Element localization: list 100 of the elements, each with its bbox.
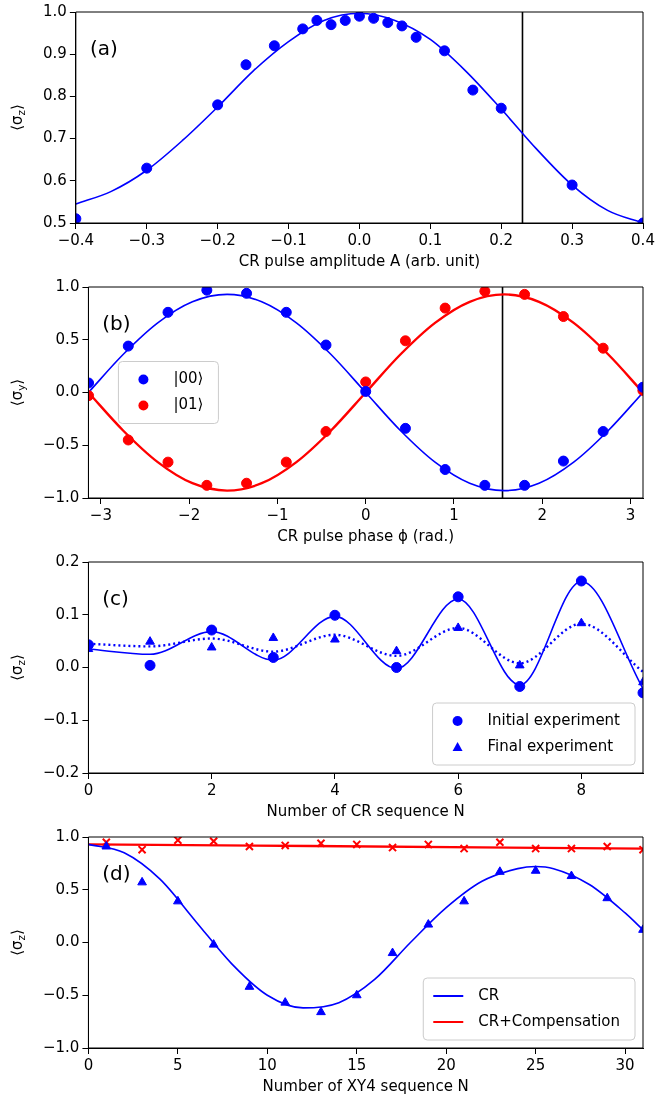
y-tick-label: 0.8 xyxy=(43,86,67,105)
point xyxy=(325,19,337,31)
point xyxy=(268,40,280,52)
legend-label: Final experiment xyxy=(487,736,614,755)
point xyxy=(399,335,411,347)
y-tick-label: 0.9 xyxy=(43,44,67,63)
point xyxy=(514,680,526,692)
point xyxy=(173,895,183,905)
point xyxy=(122,434,134,446)
annotation: (b) xyxy=(102,311,131,336)
point xyxy=(360,376,372,388)
point xyxy=(144,659,156,671)
point xyxy=(531,844,541,854)
legend-label: |00⟩ xyxy=(173,369,204,388)
point xyxy=(201,479,213,491)
point xyxy=(388,843,398,853)
x-tick-label: −2 xyxy=(178,505,201,524)
point xyxy=(145,636,155,645)
point xyxy=(439,45,450,57)
y-axis-title: ⟨σz⟩ xyxy=(7,654,28,681)
annotation: (d) xyxy=(102,861,131,886)
point xyxy=(360,385,372,397)
x-tick-label: 2 xyxy=(206,780,217,799)
y-tick-label: 0.5 xyxy=(43,212,67,231)
y-tick-label: −0.2 xyxy=(42,762,80,781)
point xyxy=(351,989,362,999)
point xyxy=(280,456,292,468)
point xyxy=(452,591,464,603)
point xyxy=(320,339,332,351)
point xyxy=(241,287,253,299)
point xyxy=(244,981,255,990)
point xyxy=(459,844,469,854)
point xyxy=(459,895,469,905)
x-tick-label: 10 xyxy=(257,1055,277,1074)
point xyxy=(479,479,491,491)
point xyxy=(280,306,292,318)
y-tick-label: 0.7 xyxy=(43,128,67,147)
y-tick-label: 0.5 xyxy=(55,329,80,348)
point xyxy=(329,609,341,621)
x-tick-label: 0 xyxy=(83,780,94,799)
point xyxy=(280,840,290,850)
legend-label: |01⟩ xyxy=(173,395,204,414)
y-tick-label: −0.5 xyxy=(42,435,80,454)
legend-label: CR+Compensation xyxy=(478,1011,621,1030)
point xyxy=(162,456,174,468)
x-tick-label: 15 xyxy=(347,1055,367,1074)
point xyxy=(423,919,434,928)
y-tick-label: 0.0 xyxy=(55,932,80,951)
point xyxy=(316,1006,326,1016)
x-axis-title: CR pulse amplitude A (arb. unit) xyxy=(238,251,481,270)
point xyxy=(479,287,491,297)
point xyxy=(368,12,380,24)
point xyxy=(311,14,323,26)
point xyxy=(467,84,479,96)
point xyxy=(339,14,351,26)
y-tick-label: 0.5 xyxy=(55,879,80,898)
x-tick-label: 2 xyxy=(537,505,548,524)
point xyxy=(576,617,587,627)
x-tick-label: 0.4 xyxy=(631,230,655,249)
point xyxy=(423,839,433,849)
point xyxy=(597,342,609,354)
legend-label: CR xyxy=(478,985,500,1004)
y-tick-label: 1.0 xyxy=(55,826,80,845)
y-tick-label: 0.0 xyxy=(55,657,80,676)
annotation: (a) xyxy=(90,36,118,61)
y-tick-label: 0.2 xyxy=(55,551,80,570)
point xyxy=(410,31,422,43)
y-tick-label: −1.0 xyxy=(42,487,80,506)
point xyxy=(391,645,402,655)
point xyxy=(330,634,340,643)
annotation: (c) xyxy=(102,586,129,611)
y-tick-label: 0.6 xyxy=(43,170,67,189)
y-tick-label: −0.1 xyxy=(42,710,80,729)
y-tick-label: 1.0 xyxy=(55,276,80,295)
x-tick-label: 20 xyxy=(436,1055,456,1074)
point xyxy=(244,841,254,852)
point xyxy=(212,99,224,111)
y-axis-title: ⟨σz⟩ xyxy=(7,104,28,131)
point xyxy=(387,947,398,957)
point xyxy=(240,59,252,71)
x-tick-label: 0.1 xyxy=(418,230,443,249)
x-tick-label: −0.2 xyxy=(199,230,236,249)
point xyxy=(353,12,365,22)
point xyxy=(162,306,174,318)
y-tick-label: −1.0 xyxy=(42,1037,80,1056)
point xyxy=(495,837,505,847)
point xyxy=(320,426,332,438)
x-tick-label: 0.2 xyxy=(489,230,514,249)
point xyxy=(206,624,218,636)
x-tick-label: 0.0 xyxy=(347,230,372,249)
point xyxy=(495,866,505,875)
point xyxy=(280,997,291,1006)
x-tick-label: −0.1 xyxy=(270,230,307,249)
y-tick-label: 0.0 xyxy=(55,382,80,401)
point xyxy=(137,845,147,855)
legend-label: Initial experiment xyxy=(487,710,621,729)
x-tick-label: −3 xyxy=(89,505,112,524)
x-tick-label: 0.3 xyxy=(560,230,585,249)
point xyxy=(557,455,569,467)
point xyxy=(208,939,219,948)
